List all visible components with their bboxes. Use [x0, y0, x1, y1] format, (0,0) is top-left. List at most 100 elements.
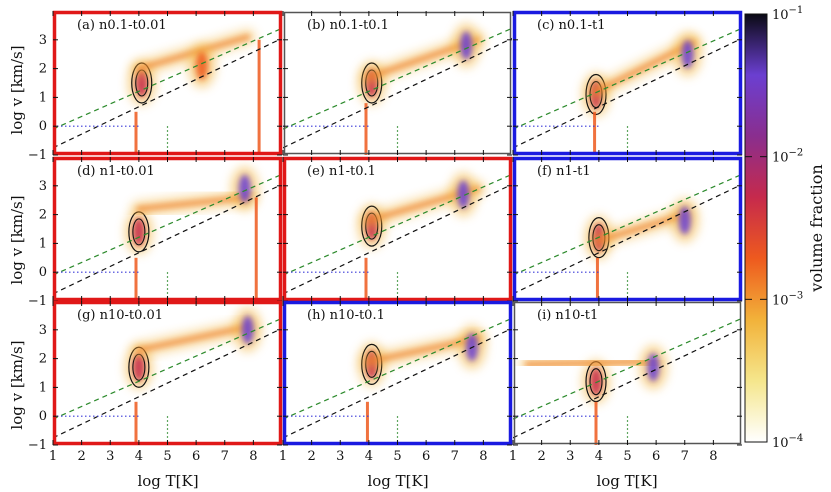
panel-f-refline-0	[513, 173, 742, 276]
panel-f-label: (f) n1-t1	[537, 164, 591, 179]
panel-g-ytick-label-0: −1	[28, 438, 47, 453]
panel-i-xtick-label-5: 6	[652, 449, 660, 464]
panel-b: (b) n0.1-t0.1	[282, 11, 512, 156]
panel-f-refline-1	[513, 183, 742, 295]
panel-h-refline-0	[283, 317, 512, 420]
panel-g-blob-2	[241, 315, 254, 344]
panel-i-xtick-label-0: 1	[509, 449, 517, 464]
x-axis-label-col2: log T[K]	[367, 472, 428, 490]
panel-b-blob-0-contour-outer	[361, 62, 383, 104]
panel-grid: (a) n0.1-t0.01 −1 0 1 2 3 (b) n0.1-t0.1 (c) n0.…	[28, 10, 743, 464]
y-axis-label-row2: log v [km/s]	[8, 195, 26, 284]
panel-g: (g) n10-t0.01 −1 0 1 2 3 1 2 3 4 5 6 7 8	[28, 300, 283, 464]
panel-h-xtick-label-7: 8	[479, 449, 487, 464]
panel-a-ytick-label-4: 3	[39, 33, 47, 48]
panel-h-xtick-label-6: 7	[451, 449, 459, 464]
panel-h: (h) n10-t0.1 1 2 3 4 5 6 7 8	[279, 300, 513, 464]
panel-c-blob-2	[681, 40, 694, 69]
panel-i-label: (i) n10-t1	[537, 308, 598, 323]
panel-g-refline-0	[53, 317, 282, 420]
panel-e-plot-area	[283, 172, 512, 301]
panel-g-xtick-label-2: 3	[106, 449, 114, 464]
panel-i-plot-area	[513, 317, 742, 445]
panel-f-blob-2	[678, 206, 691, 235]
x-axis-label-col1: log T[K]	[137, 472, 198, 490]
panel-d-refline-1	[53, 183, 282, 295]
y-axis-label-row1: log v [km/s]	[8, 45, 26, 134]
panel-d-blob-2	[238, 174, 251, 203]
panel-h-xtick-label-2: 3	[336, 449, 344, 464]
panel-c: (c) n0.1-t1	[512, 10, 743, 156]
panel-h-refline-1	[283, 327, 512, 439]
panel-a-plot-area	[53, 27, 282, 155]
panel-e-blob-2	[457, 180, 470, 209]
panel-g-xtick-label-0: 1	[49, 449, 57, 464]
panel-d: (d) n1-t0.01 −1 0 1 2 3	[28, 156, 283, 309]
panel-g-ytick-label-3: 2	[39, 352, 47, 367]
panel-d-ridge-1	[136, 194, 251, 212]
colorbar-ticks: 10−1 10−2 10−3 10−4	[745, 5, 803, 451]
panel-b-label: (b) n0.1-t0.1	[307, 18, 389, 33]
colorbar-gradient	[744, 13, 768, 443]
y-axis-label-row3: log v [km/s]	[8, 340, 26, 429]
panel-h-xtick-label-5: 6	[422, 449, 430, 464]
panel-i-xtick-label-4: 5	[623, 449, 631, 464]
panel-i-xtick-label-7: 8	[709, 449, 717, 464]
panel-a-ytick-label-0: −1	[28, 148, 47, 163]
panel-i: (i) n10-t1 1 2 3 4 5 6 7 8	[509, 301, 742, 464]
panel-i-blob-0	[590, 367, 603, 396]
panel-i-xtick-label-1: 2	[537, 449, 545, 464]
panel-e-refline-1	[283, 183, 512, 295]
panel-i-frame	[513, 301, 742, 445]
panel-d-ytick-label-3: 2	[39, 208, 47, 223]
panel-i-xtick-label-3: 4	[595, 449, 603, 464]
panel-a-refline-0	[53, 27, 282, 130]
panel-a: (a) n0.1-t0.01 −1 0 1 2 3	[28, 10, 283, 163]
panel-d-ytick-label-2: 1	[39, 236, 47, 251]
panel-d-label: (d) n1-t0.01	[77, 164, 155, 179]
panel-c-refline-1	[513, 37, 742, 149]
colorbar-tick-label-3: 10−4	[772, 433, 803, 451]
panel-i-refline-0	[513, 317, 742, 420]
panel-b-refline-0	[283, 27, 512, 130]
colorbar-tick-label-0: 10−1	[772, 5, 803, 23]
panel-a-refline-1	[53, 37, 282, 149]
panel-a-ytick-label-1: 0	[39, 119, 47, 134]
panel-c-refline-0	[513, 27, 742, 130]
panel-e-blob-0-contour-outer	[361, 205, 383, 247]
panel-i-blob-2	[647, 353, 660, 382]
colorbar-tick-label-2: 10−3	[772, 290, 803, 308]
panel-i-ridge-1	[524, 358, 656, 367]
panel-i-xtick-label-2: 3	[566, 449, 574, 464]
panel-g-xtick-label-3: 4	[135, 449, 143, 464]
panel-g-ytick-label-2: 1	[39, 380, 47, 395]
panel-g-ytick-label-4: 3	[39, 323, 47, 338]
panel-a-ytick-label-3: 2	[39, 62, 47, 77]
panel-g-ridge-1	[136, 324, 251, 353]
panel-g-xtick-label-7: 8	[249, 449, 257, 464]
colorbar: 10−1 10−2 10−3 10−4 volume fraction	[744, 5, 826, 451]
panel-d-ytick-label-1: 0	[39, 265, 47, 280]
panel-g-xtick-label-6: 7	[221, 449, 229, 464]
panel-g-plot-area	[53, 307, 282, 445]
panel-c-plot-area	[513, 27, 742, 155]
panel-e-frame	[282, 156, 513, 302]
panel-g-xtick-label-5: 6	[192, 449, 200, 464]
panel-b-blob-2	[460, 31, 473, 60]
panel-b-plot-area	[283, 23, 512, 155]
panel-d-blob-0-contour-inner	[132, 218, 146, 246]
panel-b-refline-1	[283, 37, 512, 149]
panel-i-refline-1	[513, 327, 742, 439]
panel-d-ytick-label-0: −1	[28, 294, 47, 309]
panel-g-ytick-label-1: 0	[39, 409, 47, 424]
colorbar-tick-label-1: 10−2	[772, 148, 803, 166]
panel-h-xtick-label-4: 5	[393, 449, 401, 464]
panel-h-xtick-label-3: 4	[365, 449, 373, 464]
panel-h-xtick-label-1: 2	[307, 449, 315, 464]
x-axis-label-col3: log T[K]	[596, 472, 657, 490]
panel-e: (e) n1-t0.1	[282, 156, 513, 302]
panel-g-refline-1	[53, 327, 282, 439]
panel-d-plot-area	[53, 166, 282, 301]
panel-c-label: (c) n0.1-t1	[537, 18, 606, 33]
panel-a-ytick-label-2: 1	[39, 90, 47, 105]
